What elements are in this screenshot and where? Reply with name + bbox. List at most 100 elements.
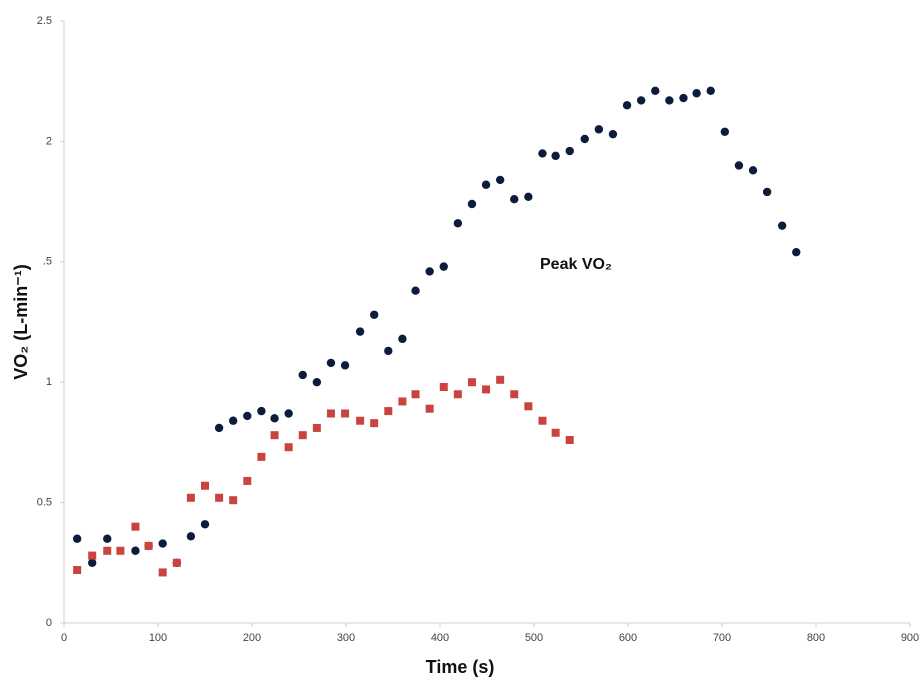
data-point xyxy=(608,129,618,139)
data-point xyxy=(229,416,238,425)
data-point xyxy=(777,221,787,230)
data-point xyxy=(384,407,393,416)
data-point xyxy=(186,532,196,541)
data-point xyxy=(341,409,350,418)
data-point xyxy=(734,161,744,170)
data-point xyxy=(706,86,715,96)
data-point xyxy=(312,423,321,432)
data-point xyxy=(72,534,82,543)
data-point xyxy=(270,431,279,440)
data-point xyxy=(792,247,801,257)
data-point xyxy=(103,534,112,543)
data-point xyxy=(594,125,604,134)
data-point xyxy=(524,402,533,411)
data-point xyxy=(298,431,307,440)
data-point xyxy=(482,385,491,394)
data-point xyxy=(144,541,153,550)
data-point xyxy=(172,558,181,567)
data-point xyxy=(425,267,434,276)
y-tick-label: 2 xyxy=(46,135,52,147)
data-point xyxy=(257,406,266,416)
data-point xyxy=(284,409,293,418)
data-point xyxy=(73,566,82,575)
data-point xyxy=(495,175,505,185)
data-point xyxy=(622,101,632,110)
y-tick-label: 0 xyxy=(46,617,52,629)
data-point xyxy=(116,546,125,555)
data-point xyxy=(425,404,434,413)
y-tick-label: .5 xyxy=(43,256,52,268)
data-point xyxy=(453,390,462,399)
data-point xyxy=(538,149,547,158)
data-point xyxy=(200,520,210,529)
data-point xyxy=(158,568,167,577)
data-point xyxy=(679,93,688,103)
data-point xyxy=(370,419,379,428)
x-tick-label: 300 xyxy=(337,632,355,644)
data-point xyxy=(158,539,167,548)
data-point xyxy=(565,435,574,444)
data-point xyxy=(355,327,365,336)
data-point xyxy=(453,219,463,228)
data-point xyxy=(243,476,252,485)
data-point xyxy=(551,151,560,161)
data-point xyxy=(326,409,335,418)
data-point xyxy=(481,180,491,189)
data-point xyxy=(762,187,772,197)
data-point xyxy=(103,546,112,555)
data-point xyxy=(467,199,477,209)
data-point xyxy=(651,86,660,96)
y-tick-label: 0.5 xyxy=(37,497,52,509)
data-point xyxy=(411,390,420,399)
data-point xyxy=(510,390,519,399)
data-point xyxy=(748,166,758,175)
data-point xyxy=(186,493,195,502)
data-point xyxy=(665,96,674,105)
data-point xyxy=(565,146,574,156)
data-point xyxy=(298,370,307,380)
x-tick-label: 800 xyxy=(807,632,825,644)
data-point xyxy=(439,383,448,392)
data-point xyxy=(720,127,730,136)
y-axis-title: VO₂ (L-min⁻¹) xyxy=(11,264,31,379)
data-point xyxy=(88,551,97,560)
data-point xyxy=(636,96,646,105)
data-point xyxy=(214,423,224,433)
x-tick-label: 600 xyxy=(619,632,637,644)
x-tick-label: 900 xyxy=(901,632,919,644)
data-point xyxy=(88,558,97,567)
data-point xyxy=(356,416,365,425)
x-tick-label: 700 xyxy=(713,632,731,644)
x-tick-label: 500 xyxy=(525,632,543,644)
data-point xyxy=(384,346,393,356)
data-point xyxy=(257,452,266,461)
data-point xyxy=(411,286,420,295)
data-point xyxy=(131,522,140,531)
data-point xyxy=(201,481,209,490)
data-point xyxy=(496,375,505,384)
data-point xyxy=(439,262,448,271)
data-point xyxy=(551,428,560,437)
x-tick-label: 400 xyxy=(431,632,449,644)
data-point xyxy=(340,361,350,370)
y-tick-label: 1 xyxy=(46,376,52,388)
data-point xyxy=(270,414,279,423)
data-point xyxy=(370,310,379,319)
data-point xyxy=(580,134,589,144)
data-point xyxy=(284,443,293,452)
data-point xyxy=(229,496,238,505)
data-point xyxy=(398,334,407,344)
data-point xyxy=(538,416,547,425)
x-tick-label: 200 xyxy=(243,632,261,644)
data-point xyxy=(524,192,533,201)
data-point xyxy=(131,546,140,555)
x-axis-title: Time (s) xyxy=(426,657,495,677)
data-point xyxy=(326,358,336,368)
data-point xyxy=(510,194,519,204)
annotation: Peak VO₂ xyxy=(540,256,612,273)
data-point xyxy=(215,493,224,502)
data-point xyxy=(312,378,322,387)
data-point xyxy=(398,397,407,406)
y-tick-label: 2.5 xyxy=(37,15,52,27)
